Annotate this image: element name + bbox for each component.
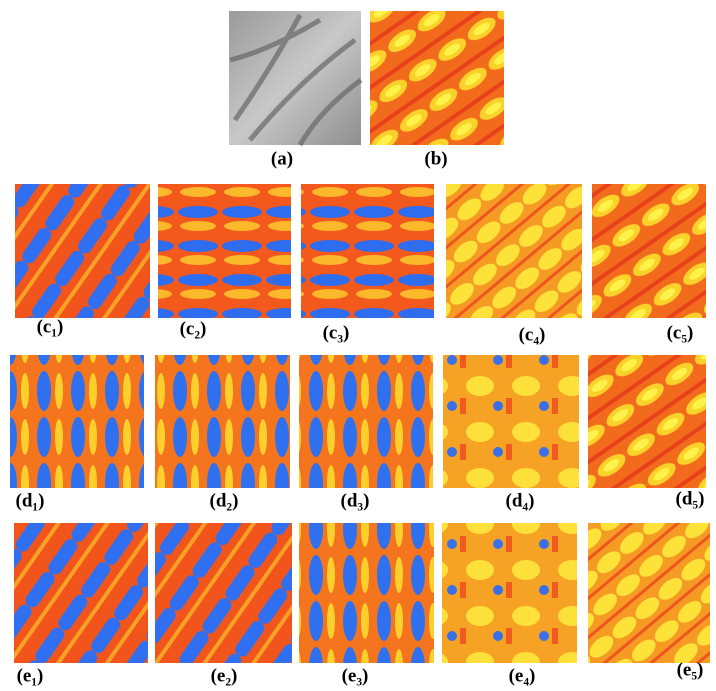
- panel-e3-image: [299, 523, 434, 663]
- panel-label: (d₅): [676, 488, 705, 509]
- panel-e5-image: [588, 523, 710, 663]
- panel-e2-image: [155, 523, 292, 663]
- panel-d4-image: [443, 355, 579, 488]
- panel-label: (e₅): [677, 659, 704, 680]
- panel-c3-image: [301, 184, 434, 318]
- panel-label: (e₂): [211, 665, 238, 686]
- panel-label: (c₅): [667, 322, 694, 343]
- panel-label: (c₂): [180, 318, 207, 339]
- panel-label: (b): [424, 148, 447, 169]
- panel-b-image: [370, 11, 504, 145]
- panel-c4-image: [446, 184, 582, 318]
- panel-label: (a): [271, 148, 293, 169]
- panel-c1-image: [15, 184, 150, 318]
- panel-c5-image: [592, 184, 706, 318]
- panel-d1-image: [10, 355, 144, 488]
- panel-label: (d₂): [210, 490, 239, 511]
- panel-d2-image: [155, 355, 290, 488]
- panel-a-image: [229, 11, 361, 145]
- panel-label: (c₄): [519, 324, 546, 345]
- panel-c2-image: [158, 184, 291, 318]
- figure: (a) (b) (c₁) (c₂) (c₃) (c₄) (c₅) (d₁) (d…: [0, 0, 716, 691]
- panel-label: (e₃): [342, 665, 369, 686]
- panel-label: (d₄): [506, 490, 535, 511]
- panel-label: (d₁): [16, 490, 45, 511]
- panel-e4-image: [442, 523, 577, 663]
- panel-label: (e₄): [509, 665, 536, 686]
- panel-label: (c₃): [323, 322, 350, 343]
- panel-label: (e₁): [17, 665, 44, 686]
- panel-e1-image: [14, 523, 148, 663]
- panel-d3-image: [299, 355, 433, 488]
- panel-d5-image: [588, 355, 706, 488]
- panel-label: (c₁): [37, 316, 64, 337]
- panel-label: (d₃): [341, 490, 370, 511]
